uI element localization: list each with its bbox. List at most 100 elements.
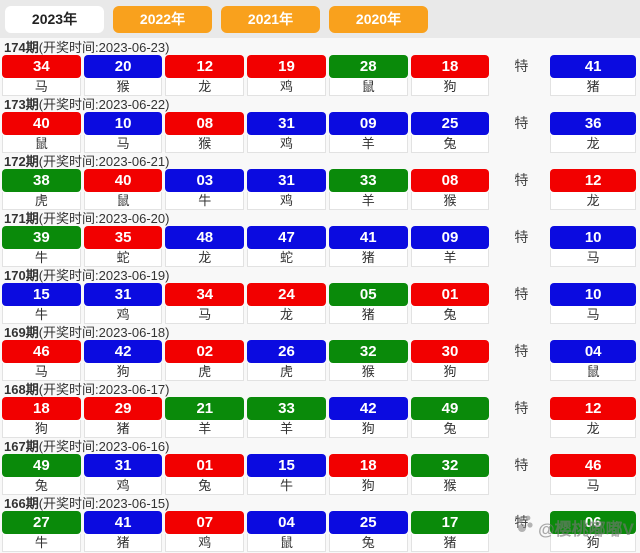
ball-number: 01	[165, 454, 245, 477]
ball-zodiac: 龙	[247, 306, 326, 324]
ball-zodiac: 兔	[410, 135, 490, 153]
ball-cell: 29 猪	[83, 397, 163, 438]
ball-number: 25	[410, 112, 490, 135]
ball-zodiac: 猴	[410, 477, 490, 495]
ball-cell: 35 蛇	[83, 226, 163, 267]
tab-year-2021[interactable]: 2021年	[221, 5, 320, 33]
draw-time: (开奖时间:2023-06-15)	[38, 496, 170, 511]
balls-row: 46 马 42 狗 02 虎 26 虎 32 猴 30 狗特 04 鼠	[0, 340, 640, 381]
ball-cell: 17 猪	[410, 511, 490, 552]
ball-zodiac: 鸡	[247, 78, 326, 96]
ball-number: 28	[328, 55, 408, 78]
ball-zodiac: 马	[550, 249, 636, 267]
ball-cell: 28 鼠	[328, 55, 408, 96]
special-ball-cell: 12 龙	[550, 169, 636, 210]
ball-zodiac: 马	[550, 477, 636, 495]
ball-number: 49	[410, 397, 490, 420]
ball-number: 09	[328, 112, 408, 135]
balls-row: 34 马 20 猴 12 龙 19 鸡 28 鼠 18 狗 特 41 猪	[0, 55, 640, 96]
ball-zodiac: 狗	[2, 420, 81, 438]
draw-time: (开奖时间:2023-06-18)	[38, 325, 170, 340]
draw-header: 174期(开奖时间:2023-06-23)	[0, 40, 640, 55]
ball-number: 25	[328, 511, 408, 534]
ball-cell: 41 猪	[83, 511, 163, 552]
ball-number: 32	[328, 340, 408, 363]
ball-zodiac: 虎	[247, 363, 326, 381]
draw-results-list: 174期(开奖时间:2023-06-23) 34 马 20 猴 12 龙 19 鸡 28 鼠 18 狗特…	[0, 38, 640, 553]
ball-zodiac: 牛	[165, 192, 245, 210]
ball-cell: 46 马	[2, 340, 81, 381]
ball-cell: 15 牛	[247, 454, 326, 495]
ball-cell: 33 羊	[247, 397, 326, 438]
ball-number: 42	[328, 397, 408, 420]
draw-header: 173期(开奖时间:2023-06-22)	[0, 97, 640, 112]
special-label: 特	[514, 172, 529, 188]
draw-header: 168期(开奖时间:2023-06-17)	[0, 382, 640, 397]
special-label: 特	[514, 457, 529, 473]
ball-number: 12	[550, 169, 636, 192]
tab-year-2020[interactable]: 2020年	[329, 5, 428, 33]
ball-zodiac: 猴	[165, 135, 245, 153]
ball-cell: 32 猴	[328, 340, 408, 381]
draw-row: 171期(开奖时间:2023-06-20) 39 牛 35 蛇 48 龙 47 蛇 41 猪 09 羊特…	[0, 211, 640, 268]
special-ball-cell: 46 马	[550, 454, 636, 495]
ball-zodiac: 鸡	[247, 192, 326, 210]
tab-year-2023[interactable]: 2023年	[5, 5, 104, 33]
ball-cell: 05 猪	[328, 283, 408, 324]
ball-cell: 40 鼠	[2, 112, 81, 153]
special-ball-cell: 12 龙	[550, 397, 636, 438]
special-ball-cell: 04 鼠	[550, 340, 636, 381]
ball-cell: 42 狗	[83, 340, 163, 381]
ball-zodiac: 兔	[2, 477, 81, 495]
ball-number: 18	[410, 55, 490, 78]
draw-header: 171期(开奖时间:2023-06-20)	[0, 211, 640, 226]
ball-number: 31	[247, 169, 326, 192]
ball-number: 15	[2, 283, 81, 306]
ball-number: 33	[328, 169, 408, 192]
ball-cell: 25 兔	[410, 112, 490, 153]
ball-zodiac: 龙	[550, 135, 636, 153]
draw-row: 167期(开奖时间:2023-06-16) 49 兔 31 鸡 01 兔 15 牛 18 狗 32 猴特…	[0, 439, 640, 496]
ball-cell: 21 羊	[165, 397, 245, 438]
ball-number: 09	[410, 226, 490, 249]
ball-cell: 49 兔	[2, 454, 81, 495]
ball-zodiac: 牛	[247, 477, 326, 495]
balls-row: 39 牛 35 蛇 48 龙 47 蛇 41 猪 09 羊特 10 马	[0, 226, 640, 267]
ball-number: 46	[2, 340, 81, 363]
ball-zodiac: 猪	[83, 534, 163, 552]
ball-number: 05	[328, 283, 408, 306]
draw-period: 172期	[4, 154, 39, 169]
ball-number: 42	[83, 340, 163, 363]
balls-row: 40 鼠 10 马 08 猴 31 鸡 09 羊 25 兔 特 36 龙	[0, 112, 640, 153]
draw-period: 173期	[4, 97, 39, 112]
ball-cell: 33 羊	[328, 169, 408, 210]
ball-zodiac: 羊	[247, 420, 326, 438]
ball-number: 30	[410, 340, 490, 363]
ball-number: 41	[550, 55, 636, 78]
ball-zodiac: 羊	[328, 135, 408, 153]
draw-header: 167期(开奖时间:2023-06-16)	[0, 439, 640, 454]
ball-cell: 27 牛	[2, 511, 81, 552]
ball-number: 08	[165, 112, 245, 135]
ball-number: 20	[83, 55, 163, 78]
ball-zodiac: 牛	[2, 306, 81, 324]
ball-cell: 18 狗	[410, 55, 490, 96]
ball-cell: 18 狗	[328, 454, 408, 495]
ball-zodiac: 鸡	[83, 306, 163, 324]
ball-cell: 42 狗	[328, 397, 408, 438]
draw-row: 168期(开奖时间:2023-06-17) 18 狗 29 猪 21 羊 33 羊 42 狗 49 兔特…	[0, 382, 640, 439]
ball-zodiac: 马	[83, 135, 163, 153]
ball-cell: 34 马	[2, 55, 81, 96]
ball-zodiac: 兔	[165, 477, 245, 495]
ball-number: 34	[2, 55, 81, 78]
special-label: 特	[514, 286, 529, 302]
draw-period: 168期	[4, 382, 39, 397]
tab-year-2022[interactable]: 2022年	[113, 5, 212, 33]
ball-number: 02	[165, 340, 245, 363]
draw-header: 170期(开奖时间:2023-06-19)	[0, 268, 640, 283]
ball-zodiac: 羊	[328, 192, 408, 210]
ball-zodiac: 蛇	[83, 249, 163, 267]
ball-zodiac: 猪	[550, 78, 636, 96]
ball-zodiac: 兔	[328, 534, 408, 552]
special-ball-cell: 10 马	[550, 283, 636, 324]
